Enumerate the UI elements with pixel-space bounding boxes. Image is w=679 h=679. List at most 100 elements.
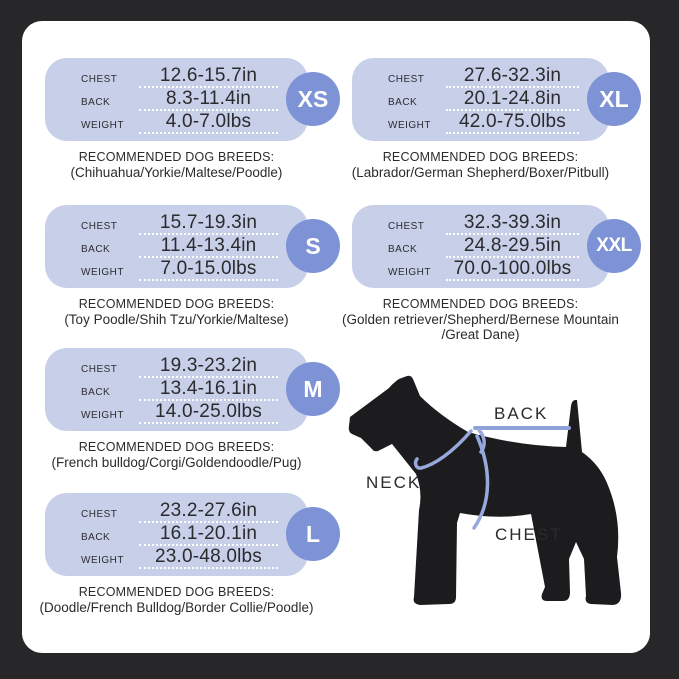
size-badge-xxl: XXL xyxy=(587,219,641,273)
dotted-leader: 19.3-23.2in xyxy=(139,355,278,378)
size-badge-xl: XL xyxy=(587,72,641,126)
spec-row-back: BACK 11.4-13.4in xyxy=(81,235,278,258)
dotted-leader: 20.1-24.8in xyxy=(446,88,579,111)
weight-value: 4.0-7.0lbs xyxy=(165,111,252,132)
dotted-leader: 70.0-100.0lbs xyxy=(446,258,579,281)
breeds-line: (Doodle/French Bulldog/Border Collie/Poo… xyxy=(39,600,314,615)
weight-value: 7.0-15.0lbs xyxy=(160,258,257,279)
chest-label: CHEST xyxy=(81,221,118,232)
spec-row-back: BACK 13.4-16.1in xyxy=(81,378,278,401)
dotted-leader: 7.0-15.0lbs xyxy=(139,258,278,281)
weight-label: WEIGHT xyxy=(388,267,431,278)
size-card-s-body: CHEST 15.7-19.3in BACK 11.4-13.4in WEIGH… xyxy=(45,205,308,288)
dotted-leader: 12.6-15.7in xyxy=(139,65,278,88)
size-card-m-body: CHEST 19.3-23.2in BACK 13.4-16.1in WEIGH… xyxy=(45,348,308,431)
breeds-line: (French bulldog/Corgi/Goldendoodle/Pug) xyxy=(51,455,302,470)
breeds-block: RECOMMENDED DOG BREEDS: (Doodle/French B… xyxy=(3,585,350,615)
breeds-title: RECOMMENDED DOG BREEDS: xyxy=(382,297,579,311)
spec-row-weight: WEIGHT 70.0-100.0lbs xyxy=(388,258,579,281)
weight-label: WEIGHT xyxy=(81,267,124,278)
spec-row-chest: CHEST 12.6-15.7in xyxy=(81,65,278,88)
spec-row-chest: CHEST 19.3-23.2in xyxy=(81,355,278,378)
back-value: 20.1-24.8in xyxy=(463,88,562,109)
weight-value: 42.0-75.0lbs xyxy=(459,111,566,132)
breeds-title: RECOMMENDED DOG BREEDS: xyxy=(382,150,579,164)
chest-label: CHEST xyxy=(81,509,118,520)
dotted-leader: 27.6-32.3in xyxy=(446,65,579,88)
breeds-line: (Toy Poodle/Shih Tzu/Yorkie/Maltese) xyxy=(64,312,289,327)
size-badge-l: L xyxy=(286,507,340,561)
size-card-xxl: CHEST 32.3-39.3in BACK 24.8-29.5in WEIGH… xyxy=(342,205,641,342)
size-card-xs-body: CHEST 12.6-15.7in BACK 8.3-11.4in WEIGHT… xyxy=(45,58,308,141)
breeds-block: RECOMMENDED DOG BREEDS: (Chihuahua/Yorki… xyxy=(3,150,350,180)
weight-label: WEIGHT xyxy=(81,120,124,131)
spec-row-weight: WEIGHT 23.0-48.0lbs xyxy=(81,546,278,569)
spec-row-chest: CHEST 27.6-32.3in xyxy=(388,65,579,88)
spec-row-back: BACK 16.1-20.1in xyxy=(81,523,278,546)
breeds-block: RECOMMENDED DOG BREEDS: (Golden retrieve… xyxy=(310,297,651,342)
size-card-xs: CHEST 12.6-15.7in BACK 8.3-11.4in WEIGHT… xyxy=(45,58,340,180)
dotted-leader: 23.2-27.6in xyxy=(139,500,278,523)
back-label: BACK xyxy=(388,244,418,255)
dog-body-path xyxy=(348,375,622,605)
size-badge-xs: XS xyxy=(286,72,340,126)
chest-label: CHEST xyxy=(388,221,425,232)
dotted-leader: 32.3-39.3in xyxy=(446,212,579,235)
breeds-block: RECOMMENDED DOG BREEDS: (Toy Poodle/Shih… xyxy=(3,297,350,327)
weight-label: WEIGHT xyxy=(81,555,124,566)
spec-row-chest: CHEST 32.3-39.3in xyxy=(388,212,579,235)
back-label: BACK xyxy=(81,532,111,543)
spec-row-back: BACK 20.1-24.8in xyxy=(388,88,579,111)
breeds-title: RECOMMENDED DOG BREEDS: xyxy=(78,150,275,164)
dog-silhouette-svg xyxy=(348,375,622,605)
back-value: 13.4-16.1in xyxy=(159,378,258,399)
breeds-block: RECOMMENDED DOG BREEDS: (Labrador/German… xyxy=(310,150,651,180)
breeds-line: (Chihuahua/Yorkie/Maltese/Poodle) xyxy=(70,165,283,180)
harness-chest-strap xyxy=(472,434,490,530)
chest-value: 27.6-32.3in xyxy=(463,65,562,86)
weight-value: 23.0-48.0lbs xyxy=(155,546,262,567)
dotted-leader: 4.0-7.0lbs xyxy=(139,111,278,134)
breeds-line: /Great Dane) xyxy=(441,327,520,342)
dotted-leader: 42.0-75.0lbs xyxy=(446,111,579,134)
spec-row-weight: WEIGHT 4.0-7.0lbs xyxy=(81,111,278,134)
back-label: BACK xyxy=(388,97,418,108)
dotted-leader: 8.3-11.4in xyxy=(139,88,278,111)
size-card-l-body: CHEST 23.2-27.6in BACK 16.1-20.1in WEIGH… xyxy=(45,493,308,576)
diagram-neck-label: NECK xyxy=(366,473,422,492)
size-badge-s: S xyxy=(286,219,340,273)
harness-neck-strap xyxy=(413,429,473,470)
weight-label: WEIGHT xyxy=(81,410,124,421)
back-label: BACK xyxy=(81,244,111,255)
chest-value: 23.2-27.6in xyxy=(159,500,258,521)
size-badge-m: M xyxy=(286,362,340,416)
chest-label: CHEST xyxy=(81,74,118,85)
breeds-line: (Golden retriever/Shepherd/Bernese Mount… xyxy=(342,312,619,327)
breeds-title: RECOMMENDED DOG BREEDS: xyxy=(78,297,275,311)
diagram-back-label: BACK xyxy=(494,404,549,423)
dotted-leader: 11.4-13.4in xyxy=(139,235,278,258)
chest-label: CHEST xyxy=(81,364,118,375)
back-value: 11.4-13.4in xyxy=(160,235,257,256)
breeds-block: RECOMMENDED DOG BREEDS: (French bulldog/… xyxy=(3,440,350,470)
dotted-leader: 23.0-48.0lbs xyxy=(139,546,278,569)
breeds-line: (Labrador/German Shepherd/Boxer/Pitbull) xyxy=(351,165,610,180)
back-label: BACK xyxy=(81,387,111,398)
dotted-leader: 16.1-20.1in xyxy=(139,523,278,546)
chest-value: 32.3-39.3in xyxy=(463,212,562,233)
spec-row-weight: WEIGHT 7.0-15.0lbs xyxy=(81,258,278,281)
size-card-xl-body: CHEST 27.6-32.3in BACK 20.1-24.8in WEIGH… xyxy=(352,58,609,141)
dotted-leader: 24.8-29.5in xyxy=(446,235,579,258)
diagram-chest-label: CHEST xyxy=(495,525,563,544)
back-value: 16.1-20.1in xyxy=(159,523,258,544)
size-card-l: CHEST 23.2-27.6in BACK 16.1-20.1in WEIGH… xyxy=(40,493,340,615)
weight-label: WEIGHT xyxy=(388,120,431,131)
size-card-m: CHEST 19.3-23.2in BACK 13.4-16.1in WEIGH… xyxy=(45,348,340,470)
spec-row-chest: CHEST 23.2-27.6in xyxy=(81,500,278,523)
weight-value: 70.0-100.0lbs xyxy=(453,258,572,279)
dotted-leader: 14.0-25.0lbs xyxy=(139,401,278,424)
dotted-leader: 13.4-16.1in xyxy=(139,378,278,401)
chest-value: 12.6-15.7in xyxy=(159,65,258,86)
spec-row-weight: WEIGHT 14.0-25.0lbs xyxy=(81,401,278,424)
